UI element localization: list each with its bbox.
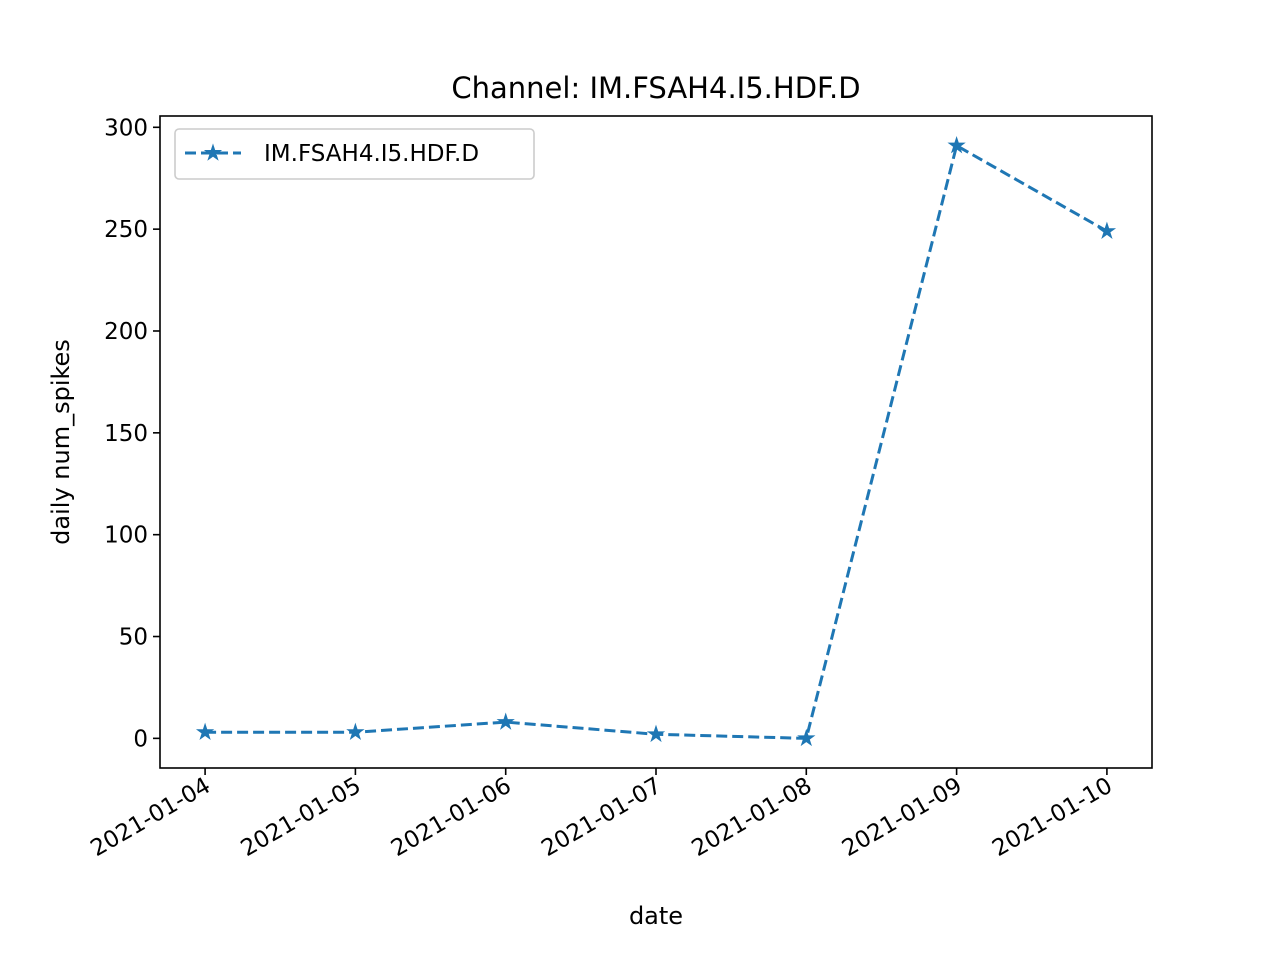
y-axis: 0 50 100 150 200 250 300 — [104, 115, 160, 752]
y-tick-label: 200 — [104, 319, 148, 345]
y-tick-label: 150 — [104, 421, 148, 447]
data-point-marker — [346, 722, 365, 741]
y-tick-label: 250 — [104, 217, 148, 243]
data-point-marker — [195, 722, 215, 741]
plot-area — [195, 136, 1117, 747]
legend-series-label: IM.FSAH4.I5.HDF.D — [264, 141, 479, 167]
legend-box — [174, 128, 535, 180]
y-tick-label: 0 — [133, 726, 148, 752]
x-axis-label: date — [629, 902, 683, 930]
data-point-marker — [1097, 221, 1117, 239]
legend-star-marker — [203, 143, 223, 161]
y-axis-label: daily num_spikes — [47, 339, 75, 545]
y-tick-label: 100 — [104, 523, 148, 549]
legend: IM.FSAH4.I5.HDF.D — [174, 128, 535, 180]
data-point-marker — [646, 724, 666, 743]
chart-title: Channel: IM.FSAH4.I5.HDF.D — [451, 71, 860, 105]
y-tick-label: 300 — [104, 115, 148, 141]
y-tick-label: 50 — [119, 625, 148, 651]
data-point-marker — [797, 728, 816, 747]
data-point-marker — [496, 712, 515, 730]
data-point-marker — [947, 136, 966, 154]
